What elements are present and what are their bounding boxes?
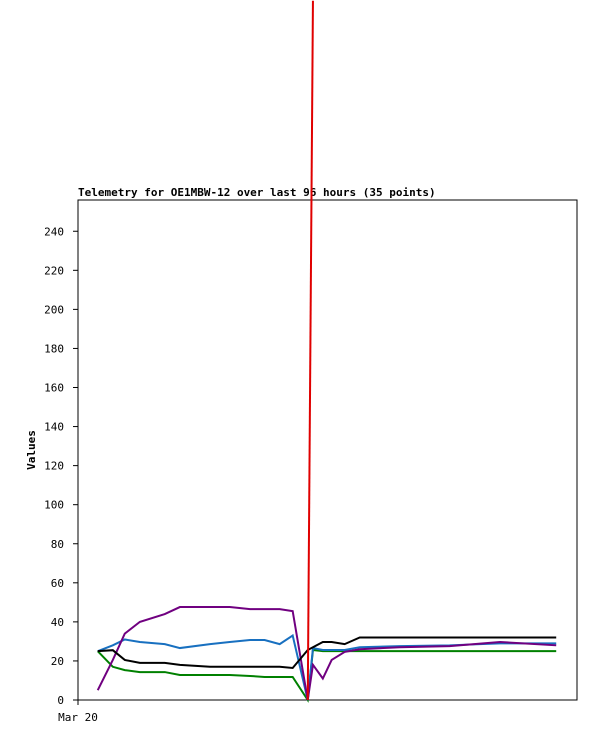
y-tick-label: 40 [51,616,64,629]
series-line [97,633,557,701]
series-line [97,636,557,670]
y-tick-label: 160 [44,382,64,395]
series-line [306,0,314,701]
y-tick-label: 60 [51,577,64,590]
y-tick-label: 220 [44,264,64,277]
y-tick-label: 200 [44,303,64,316]
y-axis-label: Values [25,430,38,470]
y-tick-label: 120 [44,460,64,473]
y-tick-label: 80 [51,538,64,551]
plot-frame [77,199,578,701]
y-tick-label: 180 [44,342,64,355]
y-tick-label: 240 [44,225,64,238]
series-line [97,648,557,703]
y-tick-label: 20 [51,655,64,668]
y-tick-label: 0 [57,694,64,707]
x-tick-label: Mar 20 [58,711,98,724]
chart-title: Telemetry for OE1MBW-12 over last 96 hou… [78,186,436,199]
series-line [96,606,557,701]
y-tick-label: 100 [44,499,64,512]
y-tick-label: 140 [44,421,64,434]
